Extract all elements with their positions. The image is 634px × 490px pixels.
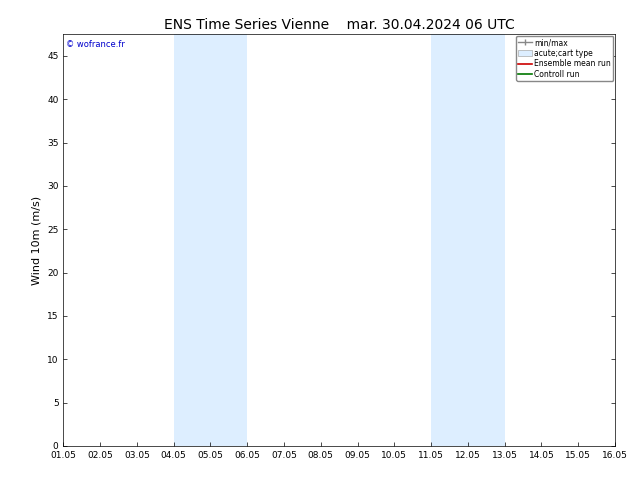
Bar bbox=[174, 34, 210, 446]
Bar bbox=[431, 34, 468, 446]
Bar bbox=[210, 34, 247, 446]
Text: © wofrance.fr: © wofrance.fr bbox=[66, 41, 125, 49]
Title: ENS Time Series Vienne    mar. 30.04.2024 06 UTC: ENS Time Series Vienne mar. 30.04.2024 0… bbox=[164, 18, 515, 32]
Legend: min/max, acute;cart type, Ensemble mean run, Controll run: min/max, acute;cart type, Ensemble mean … bbox=[516, 36, 614, 81]
Y-axis label: Wind 10m (m/s): Wind 10m (m/s) bbox=[32, 196, 41, 285]
Bar bbox=[468, 34, 505, 446]
